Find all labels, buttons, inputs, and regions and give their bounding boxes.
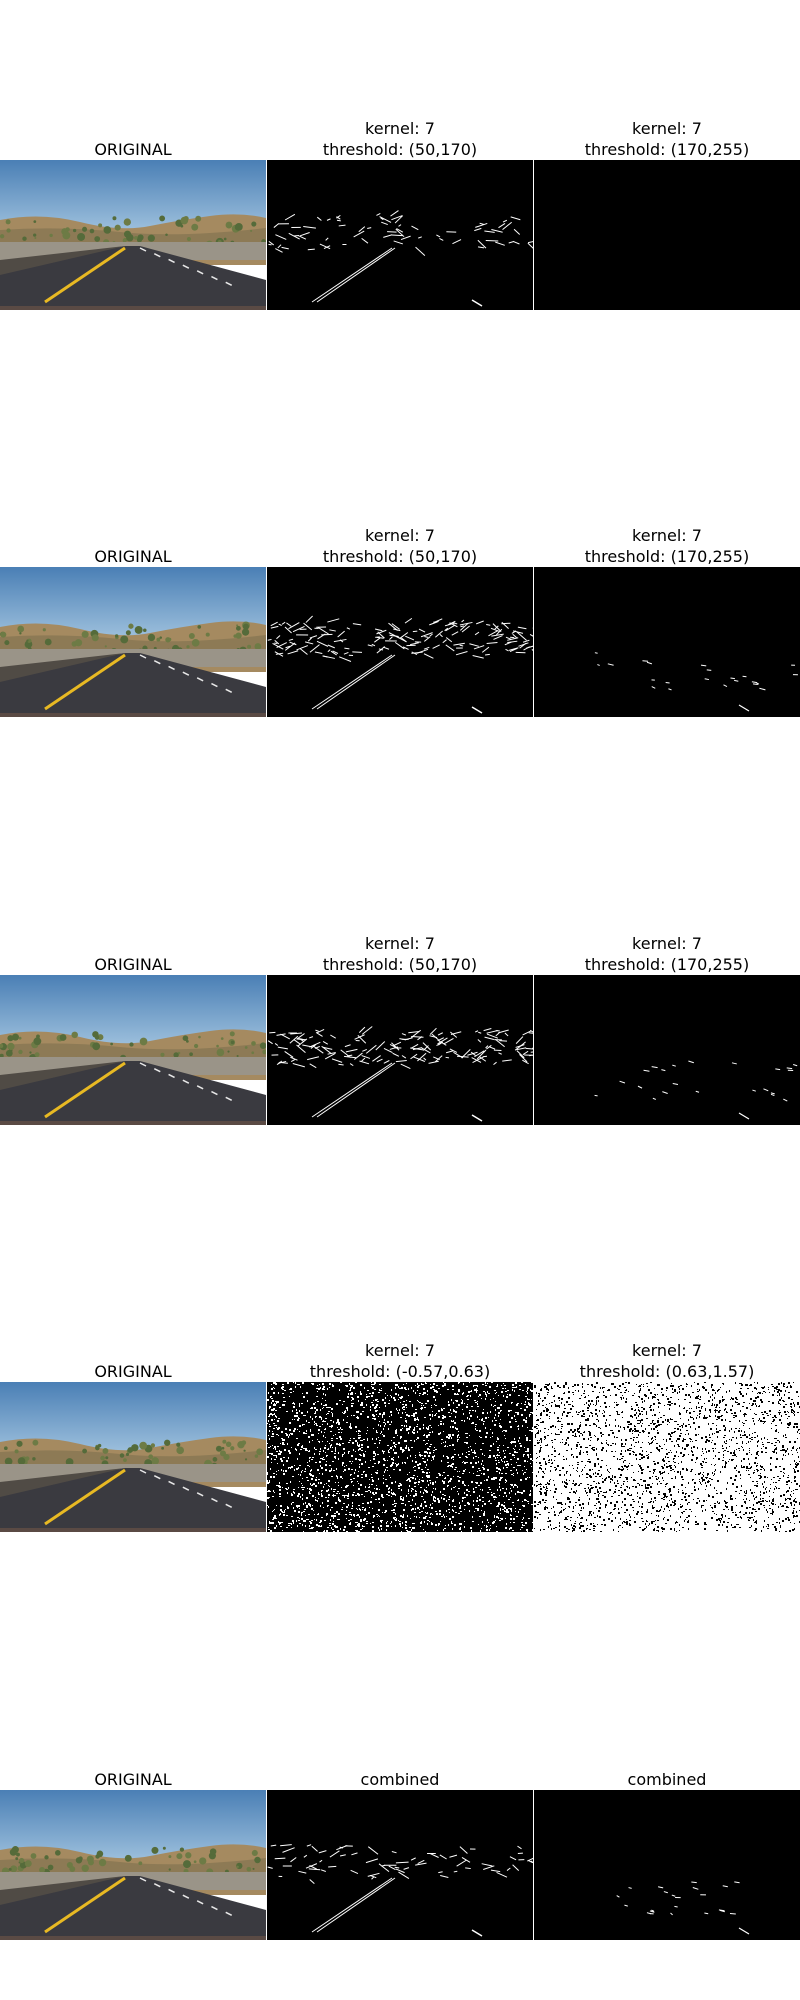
figure-row: ORIGINAL kernel: 7 threshold: (50,170) k… bbox=[0, 100, 800, 310]
panel-image bbox=[0, 1790, 266, 1940]
panel-image bbox=[534, 567, 800, 717]
figure-cell: kernel: 7 threshold: (170,255) bbox=[534, 507, 800, 717]
panel-image bbox=[267, 567, 533, 717]
figure-cell: ORIGINAL bbox=[0, 507, 266, 717]
figure-cell: kernel: 7 threshold: (-0.57,0.63) bbox=[267, 1322, 533, 1532]
figure-cell: kernel: 7 threshold: (50,170) bbox=[267, 507, 533, 717]
figure-row: ORIGINAL combined combined bbox=[0, 1730, 800, 1940]
panel-title: kernel: 7 threshold: (0.63,1.57) bbox=[579, 1341, 755, 1381]
panel-title: ORIGINAL bbox=[94, 1770, 172, 1789]
figure-row: ORIGINAL kernel: 7 threshold: (-0.57,0.6… bbox=[0, 1322, 800, 1532]
panel-image bbox=[0, 1382, 266, 1532]
figure-cell: kernel: 7 threshold: (170,255) bbox=[534, 100, 800, 310]
panel-title: combined bbox=[360, 1770, 440, 1789]
panel-image bbox=[267, 1382, 533, 1532]
panel-image bbox=[267, 160, 533, 310]
panel-title: kernel: 7 threshold: (50,170) bbox=[322, 526, 478, 566]
figure-cell: ORIGINAL bbox=[0, 1730, 266, 1940]
figure-row: ORIGINAL kernel: 7 threshold: (50,170) k… bbox=[0, 507, 800, 717]
figure-row: ORIGINAL kernel: 7 threshold: (50,170) k… bbox=[0, 915, 800, 1125]
panel-image bbox=[0, 975, 266, 1125]
figure-cell: ORIGINAL bbox=[0, 100, 266, 310]
figure-cell: combined bbox=[534, 1730, 800, 1940]
figure-cell: ORIGINAL bbox=[0, 915, 266, 1125]
figure-cell: kernel: 7 threshold: (50,170) bbox=[267, 915, 533, 1125]
figure-cell: kernel: 7 threshold: (0.63,1.57) bbox=[534, 1322, 800, 1532]
panel-image bbox=[534, 160, 800, 310]
panel-title: kernel: 7 threshold: (170,255) bbox=[584, 526, 750, 566]
figure-cell: ORIGINAL bbox=[0, 1322, 266, 1532]
panel-title: kernel: 7 threshold: (170,255) bbox=[584, 119, 750, 159]
panel-image bbox=[267, 975, 533, 1125]
panel-image bbox=[267, 1790, 533, 1940]
panel-title: ORIGINAL bbox=[94, 1362, 172, 1381]
panel-title: kernel: 7 threshold: (50,170) bbox=[322, 934, 478, 974]
panel-image bbox=[534, 975, 800, 1125]
panel-title: ORIGINAL bbox=[94, 955, 172, 974]
panel-title: ORIGINAL bbox=[94, 547, 172, 566]
figure-cell: kernel: 7 threshold: (170,255) bbox=[534, 915, 800, 1125]
panel-image bbox=[0, 567, 266, 717]
figure-cell: kernel: 7 threshold: (50,170) bbox=[267, 100, 533, 310]
panel-title: kernel: 7 threshold: (170,255) bbox=[584, 934, 750, 974]
panel-image bbox=[534, 1790, 800, 1940]
panel-image bbox=[0, 160, 266, 310]
panel-title: combined bbox=[627, 1770, 707, 1789]
figure-cell: combined bbox=[267, 1730, 533, 1940]
panel-title: ORIGINAL bbox=[94, 140, 172, 159]
panel-title: kernel: 7 threshold: (-0.57,0.63) bbox=[309, 1341, 491, 1381]
panel-title: kernel: 7 threshold: (50,170) bbox=[322, 119, 478, 159]
panel-image bbox=[534, 1382, 800, 1532]
